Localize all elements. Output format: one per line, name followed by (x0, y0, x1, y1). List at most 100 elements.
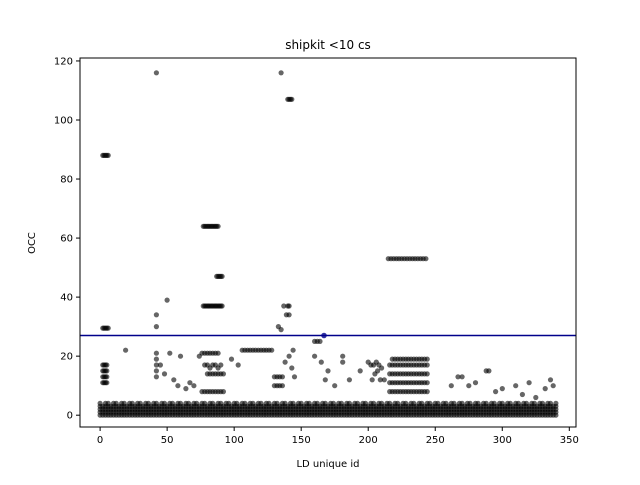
data-point (424, 389, 430, 395)
data-point (424, 371, 430, 377)
data-point (104, 380, 110, 386)
data-point (153, 368, 159, 374)
data-point (424, 362, 430, 368)
data-point (279, 383, 285, 389)
data-point (291, 374, 298, 380)
plot-frame (79, 57, 577, 428)
data-point (466, 383, 472, 389)
y-tick-label: 40 (60, 293, 73, 304)
y-tick-label: 100 (54, 115, 73, 126)
data-point (279, 374, 285, 380)
data-point (325, 368, 331, 374)
data-point (219, 273, 225, 279)
data-point (519, 391, 526, 398)
data-point (167, 350, 173, 356)
data-point (104, 374, 110, 380)
y-axis-ticks: 0 20 40 60 80 100 120 (54, 56, 80, 422)
x-tick-label: 350 (560, 435, 579, 446)
data-point (104, 362, 110, 368)
data-point (472, 380, 479, 386)
data-point (533, 394, 539, 401)
data-point (357, 368, 363, 374)
data-point (290, 347, 296, 353)
y-axis-label: OCC (27, 232, 38, 254)
data-point (459, 374, 465, 380)
data-point (526, 380, 532, 386)
data-point (423, 256, 429, 262)
x-axis-label: LD unique id (296, 459, 359, 470)
data-point (553, 400, 559, 406)
data-point (177, 353, 184, 359)
reference-line-layer (80, 332, 576, 339)
data-point (455, 374, 461, 380)
data-point (493, 389, 499, 395)
data-point (322, 377, 328, 383)
data-point (499, 386, 505, 392)
data-point (289, 96, 295, 102)
data-point (269, 347, 275, 353)
data-point (317, 338, 323, 344)
data-point (278, 70, 284, 76)
x-axis-ticks: 0 50 100 150 200 250 300 350 (97, 427, 579, 446)
data-point (220, 389, 226, 395)
data-point (369, 377, 375, 383)
x-tick-label: 200 (359, 435, 378, 446)
y-tick-label: 120 (54, 56, 73, 67)
x-tick-label: 150 (292, 435, 311, 446)
y-tick-label: 20 (60, 352, 73, 363)
data-point (286, 303, 292, 309)
data-point (183, 386, 189, 392)
data-point (281, 303, 287, 309)
data-point (340, 359, 346, 365)
data-point (191, 383, 197, 389)
data-point (171, 377, 177, 383)
data-point (153, 312, 159, 318)
data-point (235, 362, 241, 368)
data-point (282, 359, 288, 365)
data-point (157, 362, 163, 368)
x-tick-label: 300 (493, 435, 512, 446)
data-point (153, 362, 159, 368)
data-point (375, 368, 381, 374)
chart-title: shipkit <10 cs (285, 38, 371, 52)
data-point (219, 303, 225, 309)
x-tick-label: 100 (225, 435, 244, 446)
data-point (424, 380, 430, 386)
data-point (547, 377, 554, 383)
data-point (542, 386, 548, 392)
data-point (379, 365, 385, 371)
data-point (381, 377, 387, 383)
data-point (513, 383, 519, 389)
x-tick-label: 50 (161, 435, 174, 446)
y-tick-label: 80 (60, 175, 73, 186)
data-point (153, 356, 159, 362)
data-point (228, 356, 235, 362)
data-point (346, 377, 352, 383)
data-point (215, 223, 221, 229)
data-point (215, 350, 221, 356)
data-point (153, 324, 159, 330)
data-point (486, 368, 492, 374)
x-tick-label: 0 (97, 435, 103, 446)
data-point (218, 362, 224, 368)
data-point (286, 312, 292, 318)
points-layer (97, 70, 559, 418)
data-point (332, 383, 338, 389)
data-point (318, 359, 324, 365)
data-point (153, 374, 159, 380)
data-point (105, 325, 111, 331)
data-point (286, 353, 292, 359)
data-point (448, 383, 454, 389)
data-point (175, 383, 181, 389)
data-point (153, 350, 159, 356)
x-tick-label: 250 (426, 435, 445, 446)
data-point (278, 327, 284, 333)
data-point (312, 353, 318, 359)
data-point (105, 152, 111, 158)
data-point (289, 365, 295, 371)
data-point (220, 371, 226, 377)
data-point (161, 371, 168, 377)
data-point (340, 353, 346, 359)
